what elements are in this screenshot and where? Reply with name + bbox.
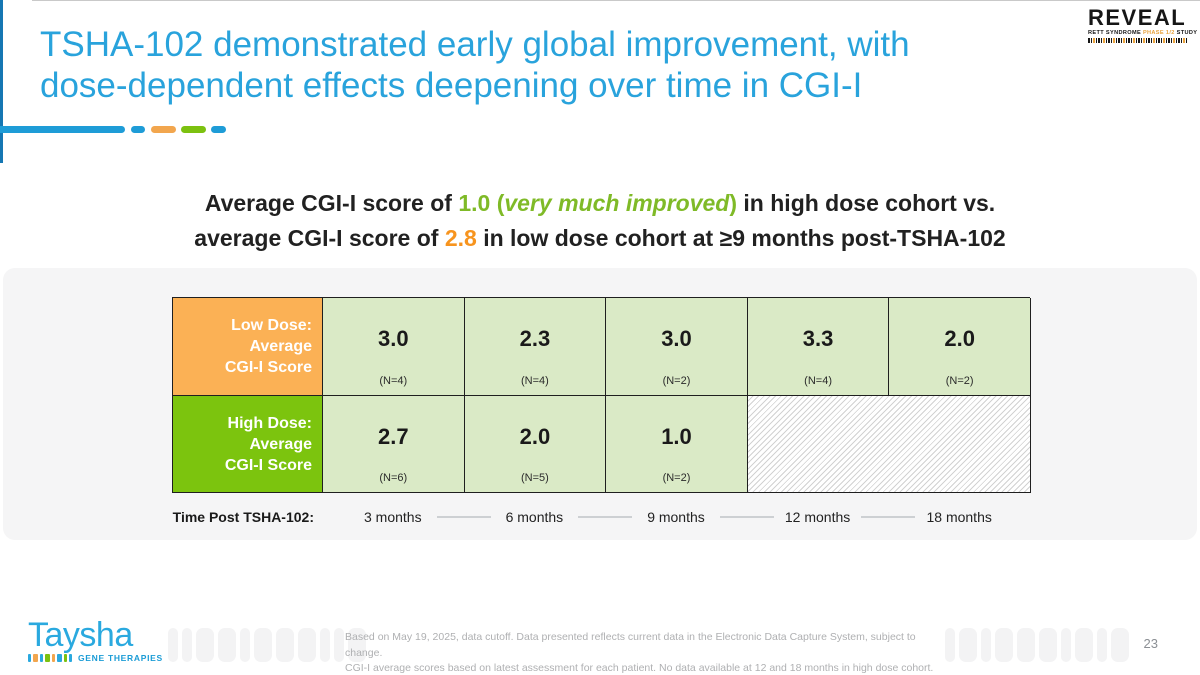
statement-l1-post: in high dose cohort vs. (737, 190, 996, 216)
page-number: 23 (1143, 636, 1158, 651)
statement-paren-close: ) (729, 190, 738, 216)
sample-size: (N=4) (379, 375, 408, 387)
high-dose-header-line2: Average (249, 435, 312, 453)
taysha-barcode-icon (28, 654, 72, 662)
statement-l2-post: in low dose cohort at ≥9 months post-TSH… (476, 225, 1006, 251)
dash-blue-long (0, 126, 125, 133)
footer-decorative-pills-left (168, 628, 366, 662)
dash-green (181, 126, 206, 133)
time-axis-connector (436, 516, 491, 518)
time-point-12-months: 12 months (784, 509, 851, 525)
score-value: 3.0 (378, 326, 409, 351)
high-dose-cell-3mo: 2.7 (N=6) (323, 396, 465, 493)
low-dose-cell-18mo: 2.0 (N=2) (889, 298, 1031, 396)
dash-blue-small (131, 126, 145, 133)
high-dose-cell-9mo: 1.0 (N=2) (606, 396, 748, 493)
high-dose-header-line3: CGI-I Score (224, 456, 312, 474)
low-dose-header-line2: Average (249, 338, 312, 355)
statement-l2-pre: average CGI-I score of (194, 225, 445, 251)
sample-size: (N=4) (520, 375, 549, 387)
score-value: 2.3 (519, 326, 551, 351)
time-point-3-months: 3 months (364, 509, 422, 525)
sample-size: (N=2) (945, 375, 974, 387)
reveal-sub-left: RETT SYNDROME (1088, 30, 1143, 36)
footnote-line1: Based on May 19, 2025, data cutoff. Data… (345, 631, 916, 659)
taysha-logo: Taysha GENE THERAPIES (28, 618, 168, 663)
taysha-logo-subtitle: GENE THERAPIES (78, 653, 163, 663)
dash-blue-small-2 (211, 126, 226, 133)
score-value: 3.3 (802, 326, 834, 351)
score-value: 2.7 (378, 424, 409, 449)
footer-decorative-pills-right (945, 628, 1129, 662)
page-title: TSHA-102 demonstrated early global impro… (40, 24, 1080, 106)
low-dose-cell-9mo: 3.0 (N=2) (606, 298, 748, 396)
time-point-9-months: 9 months (647, 509, 705, 525)
time-axis-connector (578, 516, 633, 518)
high-dose-row-header: High Dose: Average CGI-I Score (173, 396, 323, 493)
dash-orange (151, 126, 176, 133)
key-statement-line1: Average CGI-I score of 1.0 (very much im… (0, 186, 1200, 221)
page-title-line2: dose-dependent effects deepening over ti… (40, 66, 863, 105)
low-dose-row-header: Low Dose: Average CGI-I Score (173, 298, 323, 396)
score-value: 2.0 (519, 424, 551, 449)
reveal-logo: REVEAL RETT SYNDROME PHASE 1/2 STUDY (1088, 5, 1197, 43)
time-axis-connector (719, 516, 774, 518)
time-point-6-months: 6 months (505, 509, 564, 525)
statement-high-dose-score: 1.0 (458, 190, 491, 216)
statement-improvement-label: very much improved (504, 190, 730, 216)
score-value: 1.0 (661, 424, 692, 449)
sample-size: (N=4) (804, 375, 832, 387)
sample-size: (N=6) (379, 472, 408, 484)
time-axis-label: Time Post TSHA-102: (172, 509, 314, 525)
key-statement: Average CGI-I score of 1.0 (very much im… (0, 186, 1200, 256)
slide-top-edge (32, 0, 1200, 1)
low-dose-header-line3: CGI-I Score (224, 359, 312, 376)
statement-paren-open: ( (490, 190, 505, 216)
cgi-score-table: Low Dose: Average CGI-I Score 3.0 (N=4) … (172, 297, 1031, 493)
statement-l1-pre: Average CGI-I score of (204, 190, 459, 216)
sample-size: (N=5) (520, 472, 549, 484)
high-dose-header-line1: High Dose: (227, 414, 312, 432)
time-point-18-months: 18 months (926, 509, 992, 525)
statement-low-dose-score: 2.8 (444, 225, 477, 251)
low-dose-cell-3mo: 3.0 (N=4) (323, 298, 465, 396)
reveal-sub-right: STUDY (1174, 30, 1198, 36)
time-axis: Time Post TSHA-102: 3 months 6 months 9 … (172, 506, 1030, 528)
footnote: Based on May 19, 2025, data cutoff. Data… (345, 630, 945, 675)
key-statement-line2: average CGI-I score of 2.8 in low dose c… (0, 221, 1200, 256)
high-dose-cell-6mo: 2.0 (N=5) (464, 396, 607, 493)
low-dose-cell-6mo: 2.3 (N=4) (464, 298, 607, 396)
score-value: 2.0 (944, 326, 975, 351)
title-accent-bar (0, 0, 3, 163)
sample-size: (N=2) (662, 375, 691, 387)
reveal-logo-subtitle: RETT SYNDROME PHASE 1/2 STUDY (1088, 30, 1197, 36)
score-value: 3.0 (661, 326, 692, 351)
taysha-logo-wordmark: Taysha (28, 616, 133, 654)
low-dose-cell-12mo: 3.3 (N=4) (747, 298, 890, 396)
page-title-line1: TSHA-102 demonstrated early global impro… (40, 25, 910, 64)
footnote-line2: CGI-I average scores based on latest ass… (345, 662, 934, 674)
high-dose-no-data-hatched-cell (747, 396, 1031, 493)
reveal-logo-name: REVEAL (1088, 5, 1187, 30)
time-axis-connector (861, 516, 916, 518)
reveal-sub-phase: PHASE 1/2 (1142, 30, 1175, 36)
reveal-barcode-icon (1088, 38, 1188, 43)
low-dose-header-line1: Low Dose: (231, 317, 312, 334)
sample-size: (N=2) (662, 472, 691, 484)
